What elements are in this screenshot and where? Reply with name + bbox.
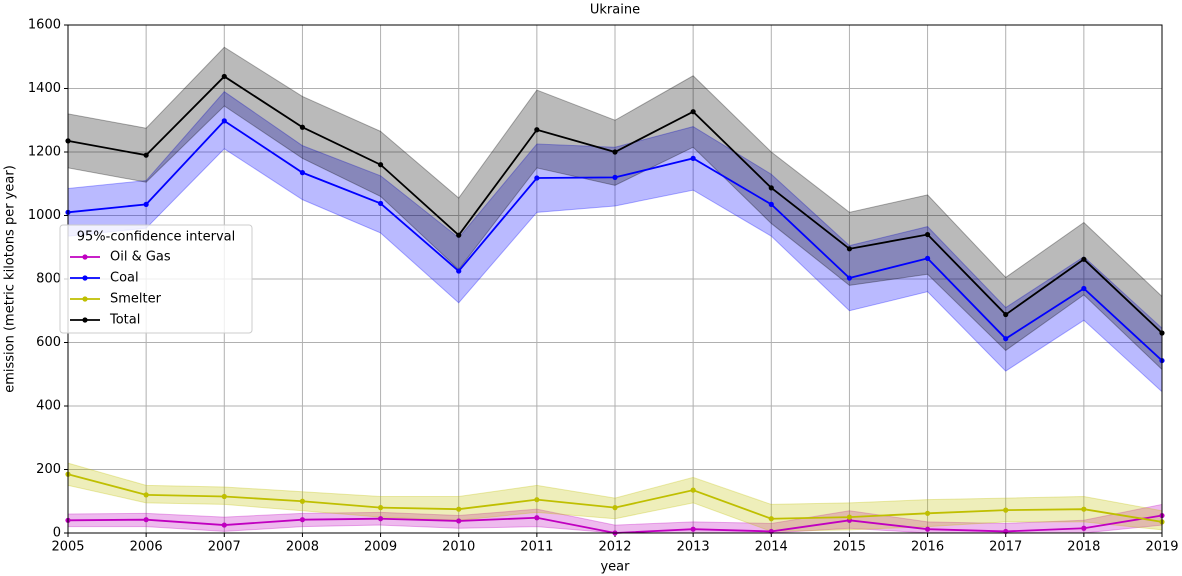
- data-point: [221, 493, 227, 500]
- x-tick-label: 2018: [1067, 540, 1100, 555]
- data-point: [1003, 507, 1009, 513]
- x-tick-label: 2015: [833, 540, 866, 555]
- data-point: [456, 518, 462, 524]
- data-point: [221, 118, 227, 124]
- legend-marker: [82, 296, 88, 302]
- data-point: [377, 516, 384, 522]
- chart-title: Ukraine: [590, 3, 640, 18]
- y-tick-label: 0: [53, 526, 61, 541]
- data-point: [143, 492, 149, 498]
- data-point: [846, 275, 853, 281]
- data-point: [690, 526, 696, 532]
- x-tick-label: 2007: [208, 540, 241, 555]
- data-point: [299, 124, 306, 130]
- data-point: [456, 232, 462, 238]
- data-point: [143, 201, 149, 207]
- data-point: [1081, 285, 1087, 292]
- data-point: [1081, 256, 1087, 262]
- legend-marker: [82, 317, 88, 323]
- y-tick-label: 1000: [28, 208, 61, 223]
- legend-marker: [82, 275, 88, 281]
- data-point: [299, 170, 306, 176]
- data-point: [846, 246, 853, 252]
- legend-marker: [82, 254, 88, 260]
- data-point: [612, 149, 618, 155]
- legend-title: 95%-confidence interval: [77, 230, 235, 245]
- data-point: [612, 505, 618, 511]
- data-point: [690, 487, 696, 493]
- data-point: [534, 127, 540, 133]
- data-point: [846, 514, 853, 520]
- x-tick-label: 2010: [442, 540, 475, 555]
- data-point: [924, 255, 931, 261]
- data-point: [1081, 506, 1087, 512]
- y-tick-label: 1200: [28, 145, 61, 160]
- data-point: [534, 497, 540, 503]
- x-tick-label: 2009: [364, 540, 397, 555]
- legend-label: Oil & Gas: [110, 250, 171, 265]
- data-point: [143, 152, 149, 158]
- x-tick-label: 2017: [989, 540, 1022, 555]
- x-tick-label: 2019: [1145, 540, 1178, 555]
- data-point: [221, 73, 227, 80]
- data-point: [299, 498, 306, 504]
- data-point: [456, 506, 462, 512]
- x-axis-label: year: [600, 560, 630, 575]
- data-point: [1081, 525, 1087, 531]
- x-tick-label: 2005: [51, 540, 84, 555]
- data-point: [768, 201, 774, 207]
- data-point: [768, 516, 774, 522]
- data-point: [924, 510, 931, 516]
- data-point: [534, 175, 540, 181]
- y-tick-label: 600: [36, 335, 61, 350]
- data-point: [1003, 336, 1009, 342]
- legend-box: [59, 224, 253, 334]
- y-tick-label: 400: [36, 399, 61, 414]
- data-point: [534, 515, 540, 521]
- y-tick-label: 800: [36, 272, 61, 287]
- data-point: [924, 526, 931, 532]
- x-tick-label: 2011: [520, 540, 553, 555]
- data-point: [456, 268, 462, 274]
- data-point: [221, 522, 227, 528]
- data-point: [612, 174, 618, 180]
- legend: 95%-confidence interval Oil & Gas Coal Smel…: [59, 224, 253, 334]
- data-point: [377, 162, 384, 168]
- x-tick-label: 2012: [598, 540, 631, 555]
- data-point: [299, 517, 306, 523]
- data-point: [377, 505, 384, 511]
- legend-label: Total: [109, 313, 140, 328]
- data-point: [690, 155, 696, 161]
- x-tick-label: 2013: [677, 540, 710, 555]
- data-point: [924, 231, 931, 238]
- data-point: [377, 200, 384, 207]
- legend-label: Smelter: [110, 292, 162, 307]
- x-tick-label: 2016: [911, 540, 944, 555]
- x-tick-label: 2014: [755, 540, 788, 555]
- y-axis-label: emission (metric kilotons per year): [3, 165, 18, 393]
- data-point: [143, 517, 149, 523]
- legend-label: Coal: [110, 271, 139, 286]
- data-point: [768, 185, 774, 191]
- y-tick-label: 200: [36, 462, 61, 477]
- data-point: [690, 109, 696, 115]
- data-point: [1003, 311, 1009, 318]
- y-tick-label: 1600: [28, 18, 61, 33]
- x-tick-label: 2006: [130, 540, 163, 555]
- y-tick-label: 1400: [28, 81, 61, 96]
- x-tick-label: 2008: [286, 540, 319, 555]
